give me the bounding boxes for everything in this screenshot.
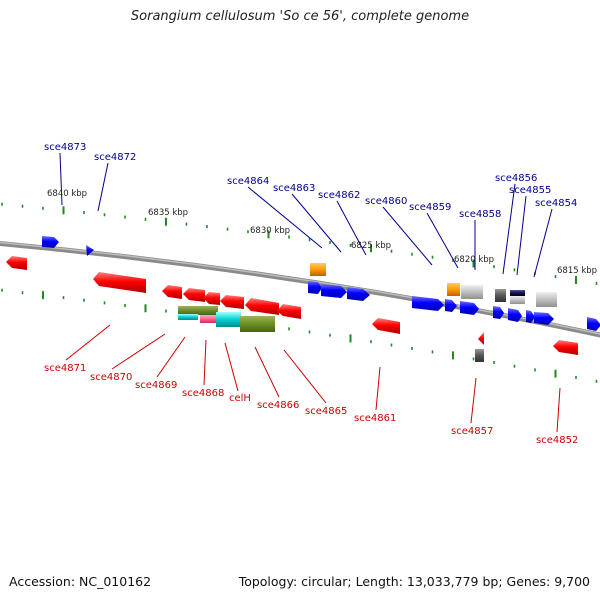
accession-text: Accession: NC_010162: [9, 574, 152, 589]
gene-label[interactable]: sce4865: [305, 406, 347, 417]
genome-title: Sorangium cellulosum 'So ce 56', complet…: [130, 9, 470, 24]
leader-line: [375, 366, 381, 411]
gene-arrow[interactable]: [93, 272, 146, 293]
gene-arrow[interactable]: [277, 304, 301, 319]
gene-block[interactable]: [461, 285, 483, 299]
scale-ticks: [1, 202, 598, 383]
gene-label[interactable]: sce4863: [273, 183, 315, 194]
gene-block[interactable]: [447, 283, 460, 296]
gene-arrow[interactable]: [183, 288, 205, 302]
label-leader-lines: [59, 152, 561, 433]
gene-arrow[interactable]: [478, 332, 484, 345]
gene-block[interactable]: [178, 306, 218, 315]
leader-line: [247, 186, 323, 249]
gene-arrow[interactable]: [493, 306, 504, 319]
gene-label[interactable]: sce4856: [495, 173, 537, 184]
gene-label[interactable]: sce4869: [135, 380, 177, 391]
leader-line: [283, 349, 327, 404]
leader-line: [203, 339, 207, 386]
gene-arrow[interactable]: [526, 310, 535, 323]
genome-backbone-highlight: [0, 241, 600, 335]
gene-block[interactable]: [200, 315, 216, 323]
gene-arrow[interactable]: [372, 318, 400, 334]
gene-arrow[interactable]: [162, 285, 182, 299]
gene-arrow[interactable]: [245, 298, 279, 315]
gene-block[interactable]: [310, 263, 326, 276]
gene-block[interactable]: [475, 349, 484, 362]
gene-block[interactable]: [510, 290, 525, 296]
gene-block[interactable]: [178, 314, 198, 320]
gene-label[interactable]: sce4864: [227, 176, 269, 187]
gene-arrow[interactable]: [203, 292, 220, 305]
gene-arrow[interactable]: [220, 295, 244, 309]
gene-arrow[interactable]: [6, 256, 27, 270]
gene-arrow[interactable]: [445, 299, 457, 312]
leader-line: [224, 342, 239, 392]
leader-line: [502, 183, 516, 275]
gene-arrow[interactable]: [308, 281, 322, 294]
scale-label: 6825 kbp: [351, 241, 391, 251]
gene-label[interactable]: sce4860: [365, 196, 407, 207]
leader-line: [516, 195, 527, 276]
scale-label: 6835 kbp: [148, 208, 188, 218]
gene-arrow[interactable]: [587, 317, 600, 331]
leader-line: [426, 212, 459, 269]
gene-block[interactable]: [240, 316, 275, 332]
gene-label[interactable]: sce4855: [509, 185, 551, 196]
gene-block[interactable]: [495, 289, 506, 302]
topology-text: Topology: circular; Length: 13,033,779 b…: [238, 574, 590, 589]
gene-label[interactable]: sce4859: [409, 202, 451, 213]
scale-label: 6815 kbp: [557, 266, 597, 276]
scale-label: 6830 kbp: [250, 226, 290, 236]
gene-label[interactable]: sce4858: [459, 209, 501, 220]
scale-labels: 6840 kbp 6835 kbp 6830 kbp 6825 kbp 6820…: [47, 189, 597, 276]
gene-block[interactable]: [536, 292, 557, 307]
leader-line: [336, 200, 367, 256]
gene-arrow[interactable]: [42, 236, 59, 248]
reverse-strand-genes: [6, 256, 578, 362]
leader-line: [382, 206, 433, 266]
leader-line: [59, 152, 63, 206]
leader-line: [97, 162, 109, 212]
gene-block[interactable]: [510, 296, 525, 304]
gene-arrow[interactable]: [508, 308, 522, 322]
gene-label[interactable]: sce4866: [257, 400, 299, 411]
gene-label[interactable]: sce4861: [354, 413, 396, 424]
gene-arrow[interactable]: [534, 312, 554, 325]
gene-arrow[interactable]: [460, 301, 479, 315]
gene-label[interactable]: sce4852: [536, 435, 578, 446]
scale-label: 6840 kbp: [47, 189, 87, 199]
leader-line: [470, 377, 477, 424]
gene-arrow[interactable]: [86, 245, 94, 256]
gene-label[interactable]: sce4857: [451, 426, 493, 437]
reverse-gene-labels: sce4871 sce4870 sce4869 sce4868 celH sce…: [44, 363, 578, 446]
forward-strand-genes: [42, 236, 600, 331]
scale-label: 6820 kbp: [454, 255, 494, 265]
gene-label[interactable]: sce4871: [44, 363, 86, 374]
genome-backbone: [0, 240, 600, 338]
leader-line: [291, 193, 342, 253]
gene-arrow[interactable]: [412, 296, 444, 311]
leader-line: [254, 346, 280, 398]
gene-arrow[interactable]: [321, 284, 347, 298]
gene-block[interactable]: [216, 312, 241, 327]
gene-label[interactable]: celH: [229, 393, 251, 404]
gene-arrow[interactable]: [553, 340, 578, 355]
gene-label[interactable]: sce4870: [90, 372, 132, 383]
gene-label[interactable]: sce4872: [94, 152, 136, 163]
gene-arrow[interactable]: [347, 287, 370, 301]
gene-label[interactable]: sce4868: [182, 388, 224, 399]
leader-line: [111, 333, 166, 370]
gene-label[interactable]: sce4862: [318, 190, 360, 201]
leader-line: [556, 387, 561, 433]
forward-gene-labels: sce4873 sce4872 sce4864 sce4863 sce4862 …: [44, 142, 577, 220]
gene-label[interactable]: sce4873: [44, 142, 86, 153]
gene-label[interactable]: sce4854: [535, 198, 577, 209]
leader-line: [65, 324, 111, 361]
leader-line: [156, 336, 186, 378]
leader-line: [533, 208, 553, 278]
